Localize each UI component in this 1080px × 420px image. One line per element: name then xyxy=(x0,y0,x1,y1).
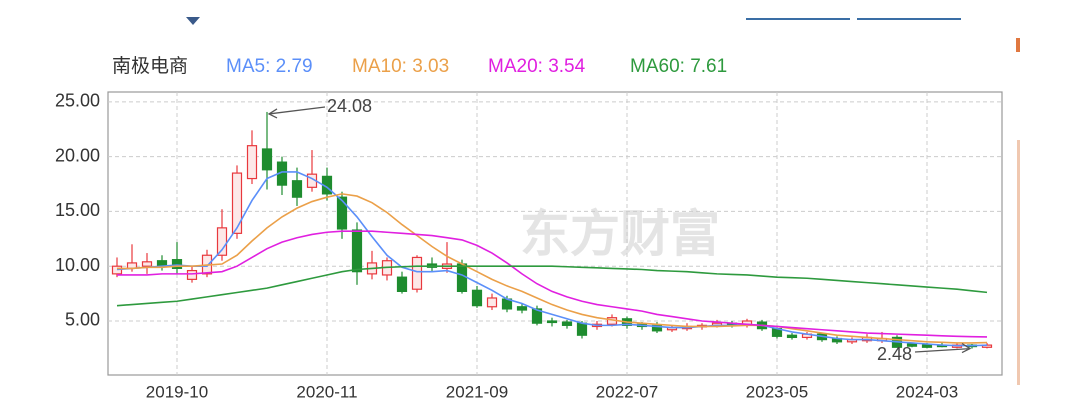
legend-entry: MA60: 7.61 xyxy=(630,56,727,77)
x-tick-label: 2019-10 xyxy=(146,382,208,401)
x-tick-label: 2024-03 xyxy=(896,382,958,401)
candle-body xyxy=(336,196,348,230)
ma-line xyxy=(117,193,988,344)
legend-entry: MA10: 3.03 xyxy=(352,56,449,77)
y-tick-label: 20.00 xyxy=(55,145,100,165)
ma-line xyxy=(116,265,988,307)
candle-body xyxy=(486,297,498,308)
x-tick-label: 2023-05 xyxy=(746,382,808,401)
candle-body xyxy=(516,306,528,311)
ma-line xyxy=(117,230,988,338)
candle-body xyxy=(141,261,153,267)
candle-body xyxy=(396,276,408,293)
plot-frame xyxy=(107,91,1003,376)
max-annotation: 24.08 xyxy=(327,96,372,116)
annotation-arrow xyxy=(268,106,326,115)
annotation-arrow-head xyxy=(961,343,972,354)
candle-body xyxy=(351,229,363,273)
candle-body xyxy=(786,334,798,339)
watermark: 东方财富 xyxy=(520,206,720,262)
candle-body xyxy=(291,180,303,198)
x-tick-label: 2020-11 xyxy=(296,382,357,401)
y-tick-label: 25.00 xyxy=(55,91,100,111)
candle-body xyxy=(456,263,468,293)
candle-body xyxy=(651,324,663,332)
candle-body xyxy=(186,269,198,280)
ma-line xyxy=(116,171,988,347)
candle-body xyxy=(576,322,588,336)
candle-body xyxy=(906,343,918,347)
legend-entry: MA20: 3.54 xyxy=(488,56,586,77)
stock-name: 南极电商 xyxy=(112,55,188,77)
candle-body xyxy=(411,256,423,290)
candle-body xyxy=(471,289,483,307)
annotation-arrow xyxy=(914,347,971,353)
x-tick-label: 2022-07 xyxy=(596,382,658,401)
y-tick-label: 10.00 xyxy=(55,255,100,275)
candle-body xyxy=(981,344,993,348)
edge-decoration xyxy=(1017,140,1020,385)
candle-body xyxy=(111,265,123,275)
candle-body xyxy=(231,172,243,234)
annotation-arrow-head xyxy=(267,108,278,119)
x-tick-label: 2021-09 xyxy=(446,382,508,401)
candle-body xyxy=(261,148,273,171)
legend-entry: MA5: 2.79 xyxy=(226,56,313,77)
candle-body xyxy=(171,259,183,269)
y-tick-label: 5.00 xyxy=(65,310,100,330)
candle-body xyxy=(216,227,228,256)
candle-body xyxy=(921,344,933,348)
y-tick-label: 15.00 xyxy=(55,200,100,220)
candle-body xyxy=(546,320,558,324)
candle-body xyxy=(531,308,543,324)
candle-body xyxy=(561,321,573,326)
min-annotation: 2.48 xyxy=(877,344,912,364)
candle-body xyxy=(246,145,258,180)
edge-decoration xyxy=(1016,38,1020,52)
dropdown-arrow[interactable] xyxy=(186,17,200,25)
